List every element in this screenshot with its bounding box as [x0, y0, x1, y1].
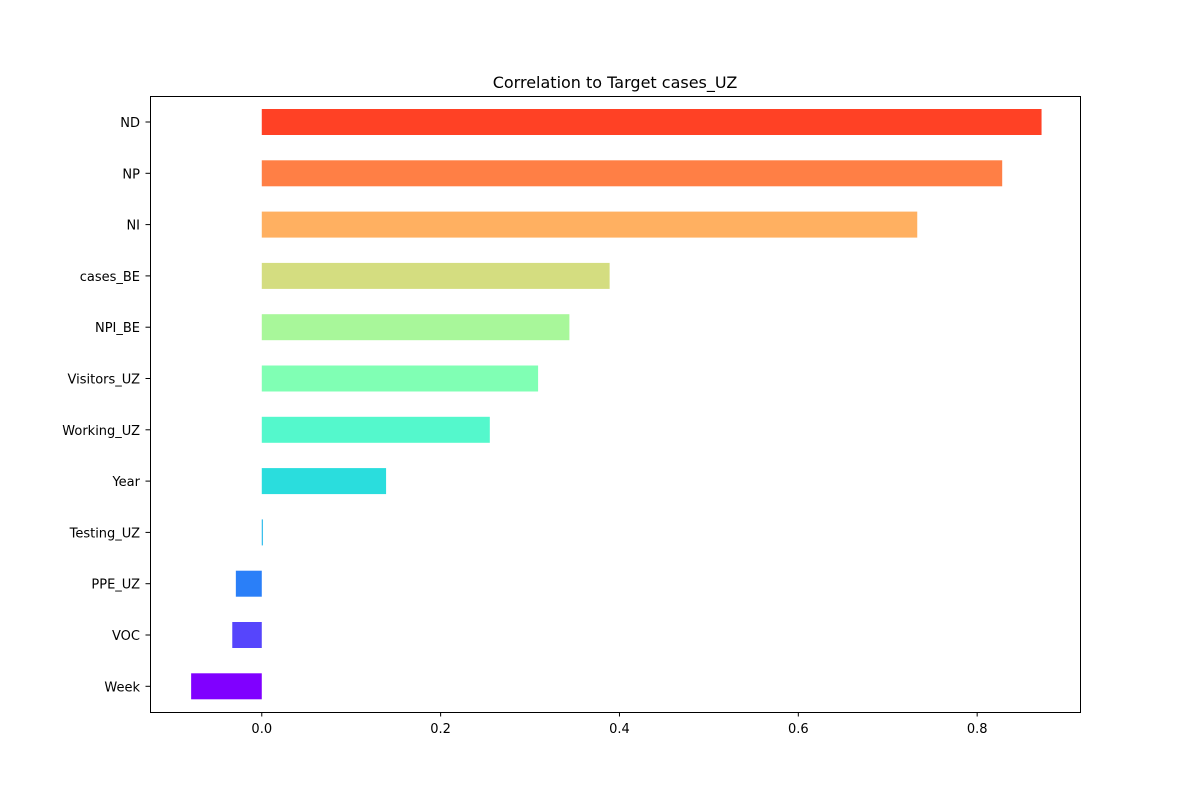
- x-tick-label: 0.8: [967, 722, 988, 737]
- bar-np: [261, 160, 1003, 187]
- x-tick-label: 0.0: [251, 722, 272, 737]
- x-axis-ticks: 0.0 0.2 0.4 0.6 0.8: [251, 712, 988, 737]
- chart-title: Correlation to Target cases_UZ: [493, 73, 738, 93]
- y-tick-label: Working_UZ: [62, 424, 140, 439]
- y-tick-label: ND: [120, 116, 140, 131]
- y-tick-label: cases_BE: [80, 270, 140, 285]
- x-tick-label: 0.2: [430, 722, 451, 737]
- y-tick-label: Testing_UZ: [69, 526, 140, 541]
- bar-ppe-uz: [235, 570, 262, 597]
- y-tick-label: Week: [104, 680, 140, 695]
- x-tick-label: 0.6: [788, 722, 809, 737]
- y-tick-label: NI: [126, 219, 140, 234]
- bar-week: [191, 673, 262, 700]
- y-tick-label: NPI_BE: [95, 321, 140, 336]
- y-tick-label: NP: [122, 167, 140, 182]
- y-tick-labels: ND NP NI cases_BE NPI_BE Visitors_UZ Working_U…: [62, 116, 150, 695]
- bar-working-uz: [261, 416, 490, 443]
- bar-voc: [232, 622, 262, 648]
- bar-year: [261, 468, 387, 495]
- bar-npi-be: [261, 314, 570, 341]
- bar-ni: [261, 211, 918, 238]
- bars-group: [191, 109, 1042, 700]
- x-tick-label: 0.4: [609, 722, 630, 737]
- bar-testing-uz: [261, 519, 263, 546]
- bar-cases-be: [261, 262, 610, 289]
- y-tick-label: PPE_UZ: [91, 578, 140, 593]
- y-tick-label: VOC: [112, 629, 140, 644]
- bar-visitors-uz: [261, 365, 539, 392]
- y-tick-label: Year: [111, 475, 140, 490]
- plot-area-frame: [150, 96, 1081, 713]
- y-tick-label: Visitors_UZ: [68, 373, 141, 388]
- bar-nd: [261, 109, 1042, 135]
